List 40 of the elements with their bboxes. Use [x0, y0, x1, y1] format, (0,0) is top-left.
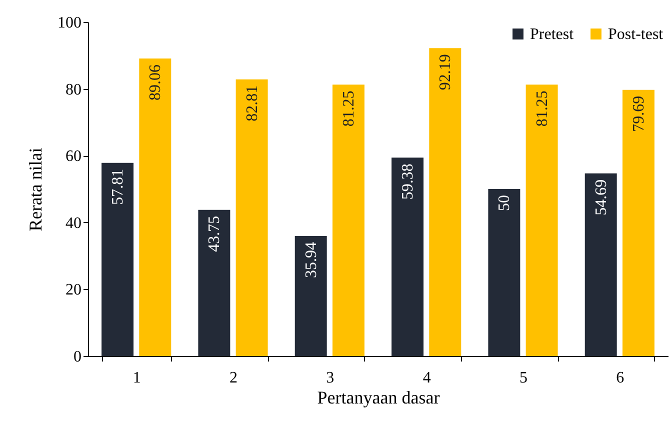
bar	[526, 84, 558, 356]
y-tick-label: 100	[58, 14, 82, 32]
x-axis-title: Pertanyaan dasar	[317, 388, 440, 408]
bar	[622, 90, 654, 356]
data-label: 59.38	[400, 164, 417, 200]
bar	[236, 79, 268, 356]
y-axis-title: Rerata nilai	[26, 148, 46, 232]
data-label: 92.19	[437, 54, 454, 90]
data-label: 82.81	[244, 85, 261, 122]
y-tick-label: 40	[66, 214, 82, 232]
legend-label: Pretest	[530, 26, 574, 43]
bar	[584, 173, 617, 356]
data-label: 54.69	[592, 179, 610, 216]
data-label: 81.25	[340, 90, 358, 127]
data-label: 79.69	[630, 96, 648, 132]
y-tick-label: 0	[74, 348, 82, 366]
bar	[198, 210, 230, 356]
data-label: 57.81	[110, 168, 127, 205]
bar	[488, 189, 520, 356]
data-label: 81.25	[534, 90, 551, 127]
data-label: 43.75	[206, 216, 224, 252]
bar	[294, 236, 327, 356]
data-label: 50	[496, 195, 514, 211]
y-tick-label: 60	[66, 148, 82, 166]
bar	[392, 158, 424, 356]
data-label: 89.06	[147, 64, 164, 101]
x-tick-label: 6	[616, 370, 624, 386]
x-tick-label: 4	[422, 370, 431, 386]
legend-label: Post-test	[608, 26, 664, 43]
bar	[102, 162, 134, 356]
x-tick-label: 2	[230, 370, 238, 386]
x-tick-label: 5	[520, 370, 528, 386]
bar	[332, 84, 364, 356]
y-tick-label: 80	[66, 81, 82, 98]
y-tick-label: 20	[66, 282, 82, 299]
bar	[139, 58, 172, 356]
bar	[429, 48, 462, 356]
x-tick-label: 3	[326, 370, 334, 386]
x-tick-label: 1	[132, 370, 141, 386]
data-label: 35.94	[302, 242, 320, 278]
